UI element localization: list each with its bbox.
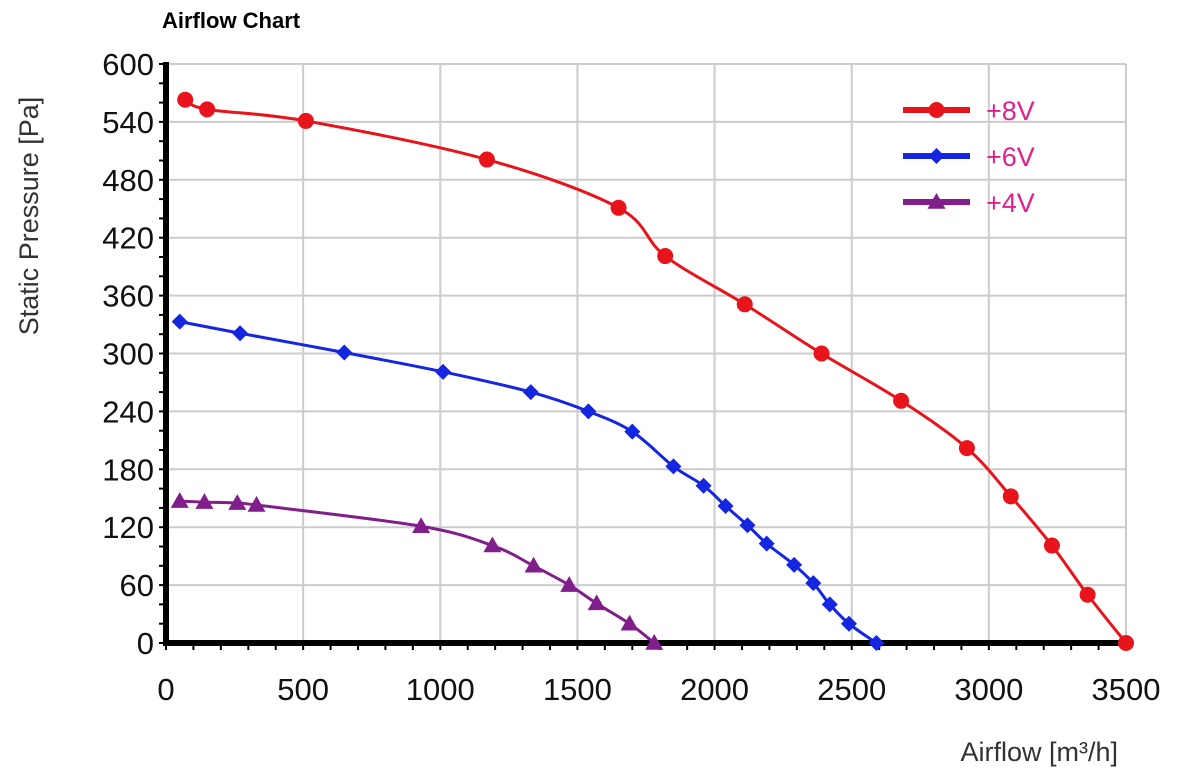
y-tick-label: 540	[102, 105, 154, 140]
y-tick-label: 0	[137, 626, 154, 661]
data-point	[695, 477, 712, 494]
y-tick-label: 120	[102, 510, 154, 545]
legend-entry: +4V	[903, 188, 1035, 218]
legend-entry: +6V	[903, 142, 1035, 172]
x-tick-label: 0	[157, 672, 174, 707]
x-tick-label: 3000	[954, 672, 1023, 707]
data-point	[228, 494, 247, 510]
data-point	[805, 575, 822, 592]
data-point	[199, 101, 216, 118]
data-point	[1002, 488, 1019, 505]
data-point	[736, 296, 753, 313]
data-point	[758, 535, 775, 552]
y-tick-label: 180	[102, 452, 154, 487]
data-point	[412, 517, 431, 533]
data-point	[657, 248, 674, 265]
y-tick-label: 360	[102, 279, 154, 314]
data-point	[927, 193, 946, 209]
data-point	[1118, 635, 1134, 651]
tick-labels: 0 60 120 180 240 300 360 420 480 540 600 0 500 1000 15…	[102, 47, 1160, 707]
data-point	[435, 363, 452, 380]
data-point	[645, 634, 664, 650]
y-axis-label: Static Pressure [Pa]	[14, 97, 44, 336]
x-tick-label: 1000	[406, 672, 475, 707]
y-tick-label: 480	[102, 163, 154, 198]
data-point	[717, 497, 734, 514]
data-point	[247, 496, 266, 512]
data-point	[1043, 537, 1060, 554]
data-point	[177, 91, 194, 108]
series-2	[171, 313, 885, 651]
series-3	[170, 492, 664, 650]
data-point	[665, 458, 682, 475]
y-tick-label: 600	[102, 47, 154, 82]
data-point	[522, 384, 539, 401]
data-point	[478, 151, 495, 168]
data-point	[171, 313, 188, 330]
data-point	[580, 403, 597, 420]
x-axis-label: Airflow [m³/h]	[960, 737, 1118, 767]
data-point	[928, 102, 945, 118]
data-point	[483, 536, 502, 553]
axes	[159, 62, 1130, 650]
x-tick-label: 1500	[543, 672, 612, 707]
data-point	[624, 423, 641, 440]
y-tick-label: 240	[102, 394, 154, 429]
data-point	[587, 594, 606, 611]
data-point	[297, 112, 314, 129]
grid-lines	[166, 63, 1127, 643]
data-point	[560, 576, 579, 592]
y-tick-label: 300	[102, 337, 154, 372]
data-point	[336, 344, 353, 361]
data-point	[928, 148, 945, 164]
data-point	[786, 556, 803, 573]
legend-label: +4V	[986, 188, 1035, 218]
data-point	[170, 492, 189, 508]
series-line	[184, 98, 1128, 644]
data-series	[170, 91, 1134, 651]
chart-title: Airflow Chart	[162, 8, 301, 33]
legend-entry: +8V	[903, 96, 1035, 126]
data-point	[868, 635, 885, 651]
x-tick-label: 500	[277, 672, 329, 707]
data-point	[232, 325, 249, 342]
y-tick-label: 420	[102, 221, 154, 256]
x-tick-label: 2500	[817, 672, 886, 707]
data-point	[620, 614, 639, 631]
x-tick-label: 3500	[1092, 672, 1161, 707]
series-1	[177, 91, 1134, 651]
x-tick-label: 2000	[680, 672, 749, 707]
legend: +8V +6V +4V	[903, 96, 1035, 218]
legend-label: +6V	[986, 142, 1035, 172]
data-point	[958, 440, 975, 457]
data-point	[893, 392, 910, 409]
data-point	[840, 615, 857, 632]
series-line	[179, 320, 878, 645]
data-point	[739, 517, 756, 534]
data-point	[1079, 586, 1096, 603]
data-point	[524, 556, 543, 573]
y-tick-label: 60	[120, 568, 154, 603]
data-point	[821, 596, 838, 613]
data-point	[813, 345, 830, 362]
data-point	[610, 199, 627, 216]
legend-label: +8V	[986, 96, 1035, 126]
series-line	[179, 499, 656, 645]
data-point	[195, 493, 214, 509]
